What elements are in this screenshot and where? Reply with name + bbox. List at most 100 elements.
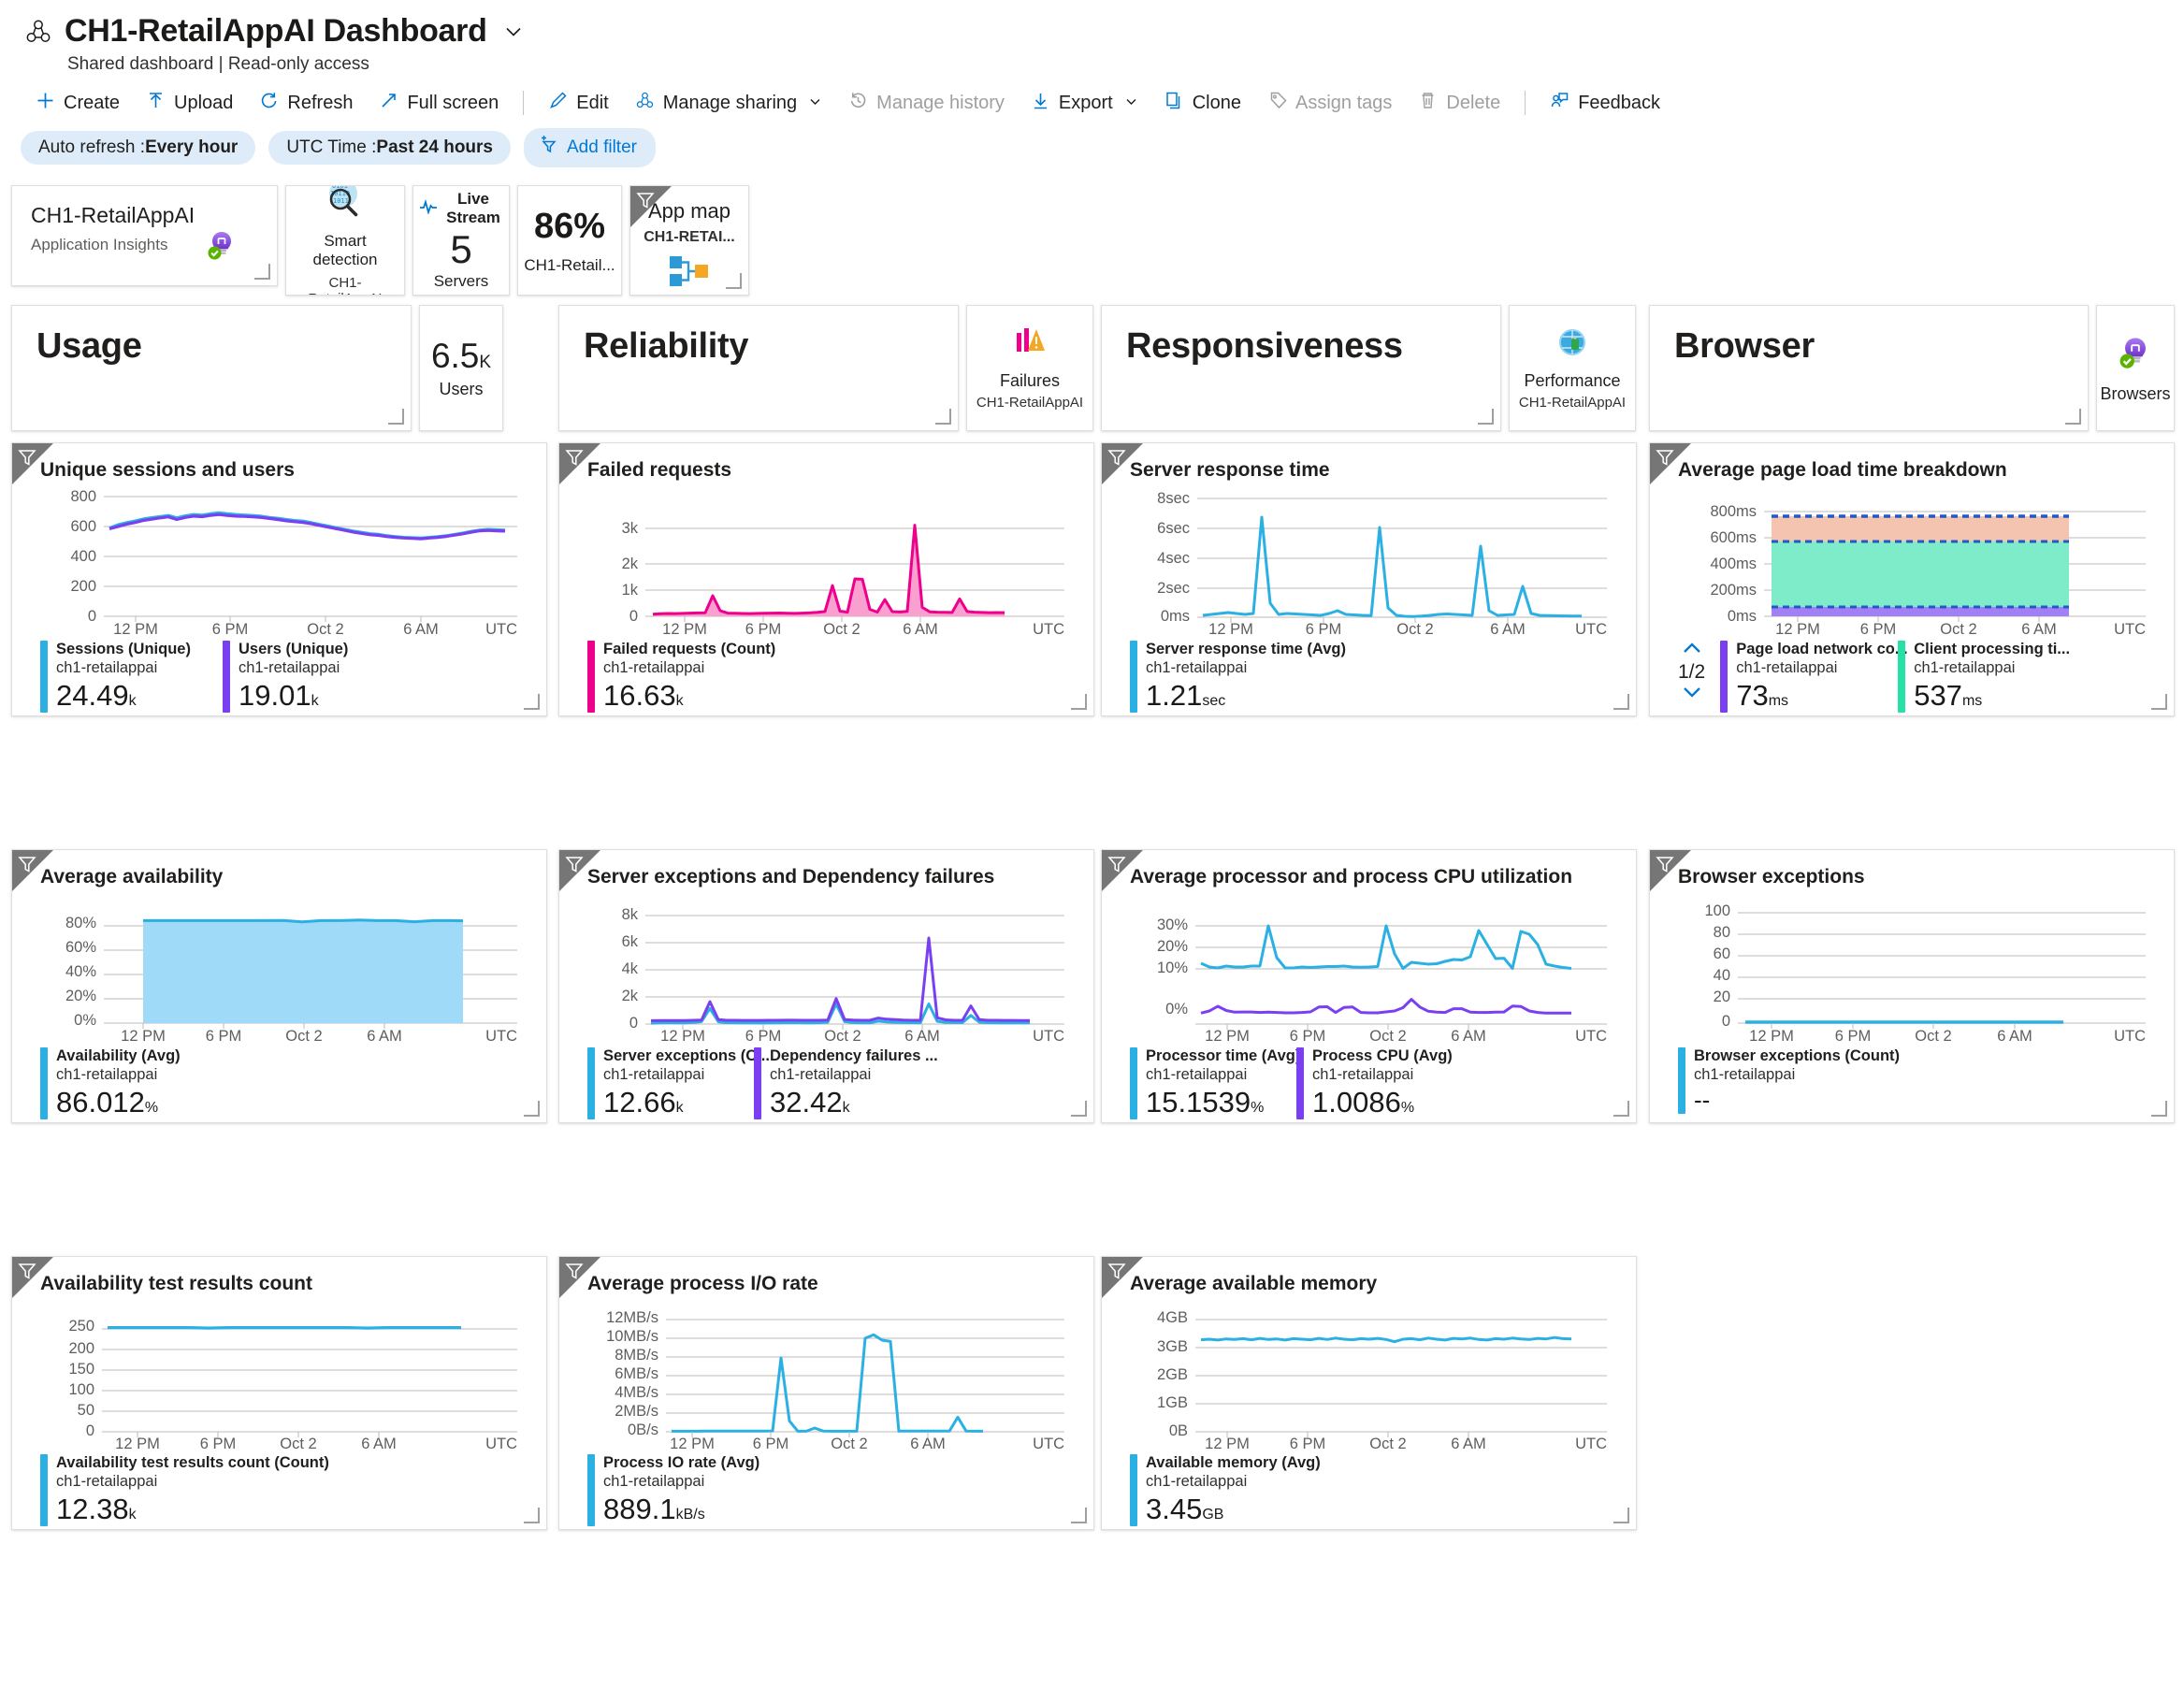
manage-sharing-button[interactable]: Manage sharing: [622, 86, 835, 121]
resize-handle[interactable]: [1478, 409, 1494, 425]
legend-swatch: [1678, 1047, 1685, 1115]
tile-filter-indicator: [1650, 443, 1691, 484]
legend-resource: ch1-retailappai: [1146, 659, 1248, 677]
resize-handle[interactable]: [1071, 694, 1087, 710]
resize-handle[interactable]: [254, 264, 270, 280]
svg-text:UTC: UTC: [485, 1436, 517, 1449]
chart-title: Average page load time breakdown: [1678, 459, 2007, 481]
tile-filter-indicator: [12, 1257, 53, 1298]
chart-tile-availability-test-results-count[interactable]: Availability test results count 250 200 …: [11, 1256, 547, 1530]
refresh-button[interactable]: Refresh: [246, 86, 366, 121]
resize-handle[interactable]: [524, 1101, 540, 1117]
tile-filter-indicator: [1650, 850, 1691, 891]
tile-app-map[interactable]: App map CH1-RETAI...: [629, 185, 749, 296]
legend-resource: ch1-retailappai: [603, 1066, 705, 1084]
chevron-down-icon: [1124, 93, 1138, 114]
export-button[interactable]: Export: [1018, 86, 1151, 121]
legend-series-name: Available memory (Avg): [1146, 1454, 1321, 1471]
chart-tile-server-response-time[interactable]: Server response time 8sec 6sec 4sec 2sec…: [1101, 442, 1637, 716]
users-kpi-value: 6.5K: [430, 337, 492, 375]
svg-text:6 AM: 6 AM: [403, 621, 439, 635]
time-range-filter[interactable]: UTC Time : Past 24 hours: [268, 131, 511, 165]
legend-resource: ch1-retailappai: [56, 659, 158, 677]
chart-title: Average available memory: [1130, 1273, 1378, 1294]
edit-label: Edit: [576, 92, 609, 113]
tile-filter-indicator: [1102, 1257, 1143, 1298]
svg-text:800ms: 800ms: [1710, 503, 1757, 520]
svg-text:Oct 2: Oct 2: [285, 1028, 322, 1042]
legend-item: Server exceptions (C... ch1-retailappai …: [587, 1047, 770, 1119]
svg-text:UTC: UTC: [2114, 1028, 2146, 1042]
chart-tile-average-available-memory[interactable]: Average available memory 4GB 3GB 2GB 1GB…: [1101, 1256, 1637, 1530]
tile-performance-link[interactable]: Performance CH1-RetailAppAI: [1509, 305, 1636, 431]
banner-title: Browser: [1674, 326, 1815, 366]
resize-handle[interactable]: [524, 1508, 540, 1523]
chart-tile-browser-exceptions[interactable]: Browser exceptions 100 80 60 40 20 0: [1649, 849, 2175, 1123]
add-filter-button[interactable]: Add filter: [524, 128, 656, 167]
chart-tile-average-process-io-rate[interactable]: Average process I/O rate 12MB/s 10MB/s 8…: [558, 1256, 1094, 1530]
banner-responsiveness[interactable]: Responsiveness: [1101, 305, 1501, 431]
legend-value: 1.0086%: [1312, 1086, 1415, 1119]
resize-handle[interactable]: [935, 409, 951, 425]
tile-resource-ch1-retailappai[interactable]: CH1-RetailAppAI Application Insights: [11, 185, 278, 286]
auto-refresh-filter[interactable]: Auto refresh : Every hour: [21, 131, 256, 165]
users-kpi-label: Users: [439, 380, 484, 398]
resize-handle[interactable]: [2065, 409, 2081, 425]
resize-handle[interactable]: [1613, 1101, 1629, 1117]
svg-text:10%: 10%: [1157, 960, 1188, 976]
chart-tile-average-availability[interactable]: Average availability 80% 60% 40% 20% 0% …: [11, 849, 547, 1123]
svg-text:0ms: 0ms: [1161, 608, 1190, 625]
resize-handle[interactable]: [1071, 1101, 1087, 1117]
svg-text:12 PM: 12 PM: [1205, 1028, 1250, 1042]
chart-tile-unique-sessions-and-users[interactable]: Unique sessions and users 800 600 400 20…: [11, 442, 547, 716]
upload-button[interactable]: Upload: [133, 86, 246, 121]
tile-browsers-link[interactable]: Browsers: [2096, 305, 2175, 431]
svg-text:0B: 0B: [1169, 1422, 1188, 1439]
edit-button[interactable]: Edit: [535, 86, 621, 121]
legend-series-name: Failed requests (Count): [603, 641, 776, 657]
tile-smart-detection[interactable]: 0101 10110 1011 Smart detection CH1-Reta…: [285, 185, 405, 296]
svg-text:Oct 2: Oct 2: [1396, 621, 1433, 635]
svg-text:50: 50: [78, 1402, 94, 1419]
chevron-down-icon[interactable]: [1681, 685, 1703, 704]
svg-text:Oct 2: Oct 2: [823, 621, 860, 635]
tile-live-stream-servers[interactable]: Live Stream 5 Servers: [412, 185, 510, 296]
create-button[interactable]: Create: [22, 86, 133, 121]
chart-tile-average-processor-and-process-cpu-utilization[interactable]: Average processor and process CPU utiliz…: [1101, 849, 1637, 1123]
chevron-up-icon[interactable]: [1681, 641, 1703, 660]
legend-series-name: Dependency failures ...: [770, 1047, 938, 1064]
resize-handle[interactable]: [2151, 694, 2167, 710]
chart-tile-server-exceptions-and-dependency-failures[interactable]: Server exceptions and Dependency failure…: [558, 849, 1094, 1123]
banner-reliability[interactable]: Reliability: [558, 305, 959, 431]
resize-handle[interactable]: [524, 694, 540, 710]
legend-value: 19.01k: [239, 679, 319, 713]
chart-tile-average-page-load-time-breakdown[interactable]: Average page load time breakdown 800ms 6…: [1649, 442, 2175, 716]
tile-users-kpi[interactable]: 6.5K Users: [419, 305, 503, 431]
clone-button[interactable]: Clone: [1151, 86, 1254, 121]
servers-count: 5: [450, 227, 472, 271]
resize-handle[interactable]: [388, 409, 404, 425]
feedback-button[interactable]: Feedback: [1537, 86, 1673, 121]
banner-browser[interactable]: Browser: [1649, 305, 2089, 431]
legend-item: Page load network co... ch1-retailappai …: [1720, 641, 1908, 713]
legend-value: --: [1694, 1086, 1711, 1115]
legend-swatch: [40, 1454, 48, 1526]
resize-handle[interactable]: [726, 273, 742, 289]
chart-title: Average processor and process CPU utiliz…: [1130, 866, 1573, 888]
chevron-down-icon: [808, 93, 822, 114]
banner-usage[interactable]: Usage: [11, 305, 412, 431]
resize-handle[interactable]: [1613, 694, 1629, 710]
tile-availability-percent[interactable]: 86% CH1-Retail...: [517, 185, 622, 296]
tile-filter-indicator: [12, 443, 53, 484]
chart-tile-failed-requests[interactable]: Failed requests 3k 2k 1k 0 12 PM 6 PM Oc…: [558, 442, 1094, 716]
chevron-down-icon[interactable]: [503, 22, 524, 42]
legend-pager[interactable]: 1/2: [1678, 641, 1705, 704]
resize-handle[interactable]: [2151, 1101, 2167, 1117]
resize-handle[interactable]: [1613, 1508, 1629, 1523]
delete-button: Delete: [1405, 86, 1513, 121]
full-screen-button[interactable]: Full screen: [366, 86, 512, 121]
svg-text:6sec: 6sec: [1157, 520, 1190, 537]
resize-handle[interactable]: [1071, 1508, 1087, 1523]
tile-failures-link[interactable]: Failures CH1-RetailAppAI: [966, 305, 1093, 431]
legend-swatch: [754, 1047, 761, 1119]
